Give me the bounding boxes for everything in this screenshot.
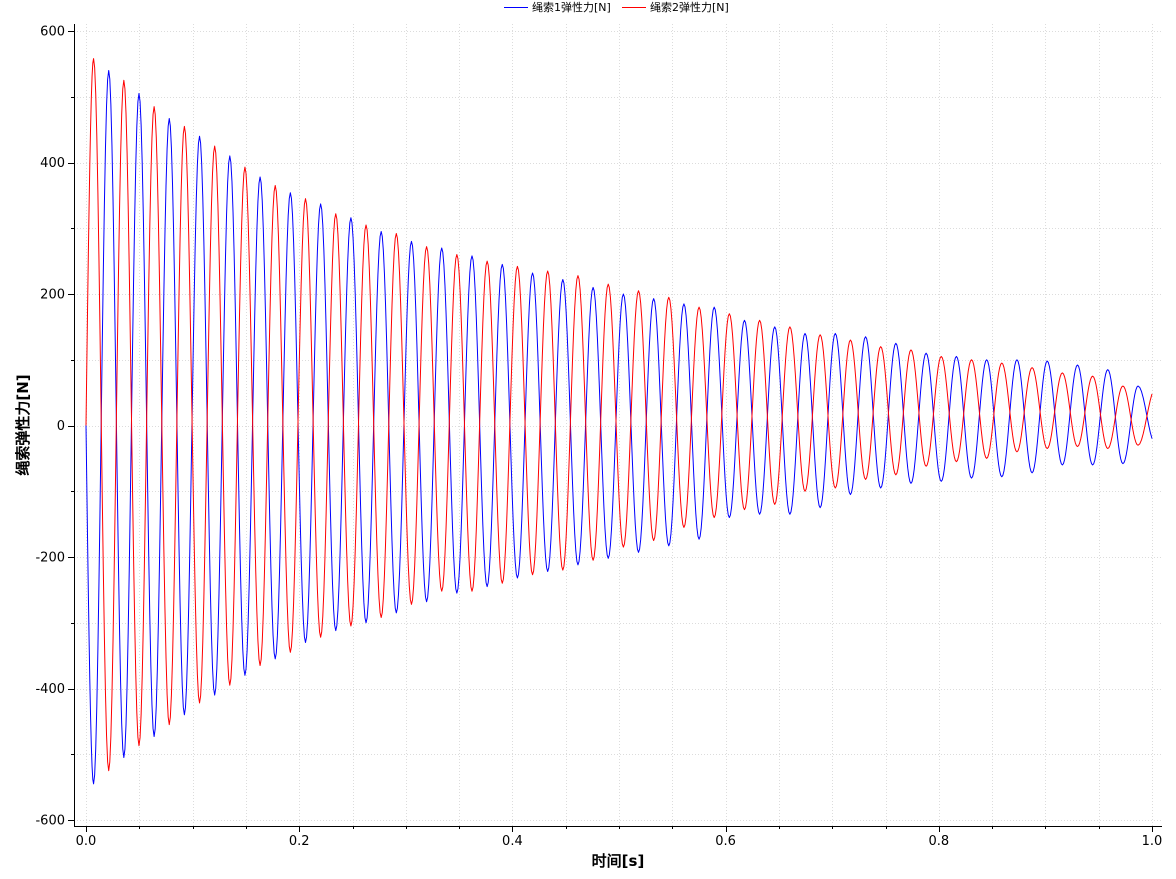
- x-tick-label: 0.4: [502, 834, 523, 849]
- y-tick-label: -200: [35, 551, 65, 566]
- series-line-2: [85, 58, 1153, 772]
- x-tick-label: 0.2: [289, 834, 310, 849]
- legend-label-2[interactable]: 绳索2弹性力[N]: [650, 0, 729, 14]
- axes: 0.0 0.2 0.4 0.6 0.8 1.0 -600 -400 -200 0 200 400 600: [35, 24, 1162, 849]
- y-tick-label: 400: [40, 156, 65, 171]
- legend[interactable]: 绳索1弹性力[N] 绳索2弹性力[N]: [504, 0, 729, 14]
- y-axis-label: 绳索弹性力[N]: [14, 374, 32, 475]
- series-line-1: [85, 69, 1153, 785]
- y-tick-label: 200: [40, 288, 65, 303]
- x-tick-label: 0.6: [715, 834, 736, 849]
- y-tick-label: -400: [35, 682, 65, 697]
- x-axis-label: 时间[s]: [592, 852, 645, 870]
- series-group: [85, 58, 1153, 785]
- x-tick-label: 1.0: [1142, 834, 1163, 849]
- grid-lines: [74, 24, 1162, 826]
- legend-label-1[interactable]: 绳索1弹性力[N]: [532, 0, 611, 14]
- y-tick-label: 600: [40, 25, 65, 40]
- x-tick-label: 0.0: [76, 834, 97, 849]
- y-tick-label: -600: [35, 814, 65, 829]
- y-tick-label: 0: [57, 419, 65, 434]
- x-tick-label: 0.8: [928, 834, 949, 849]
